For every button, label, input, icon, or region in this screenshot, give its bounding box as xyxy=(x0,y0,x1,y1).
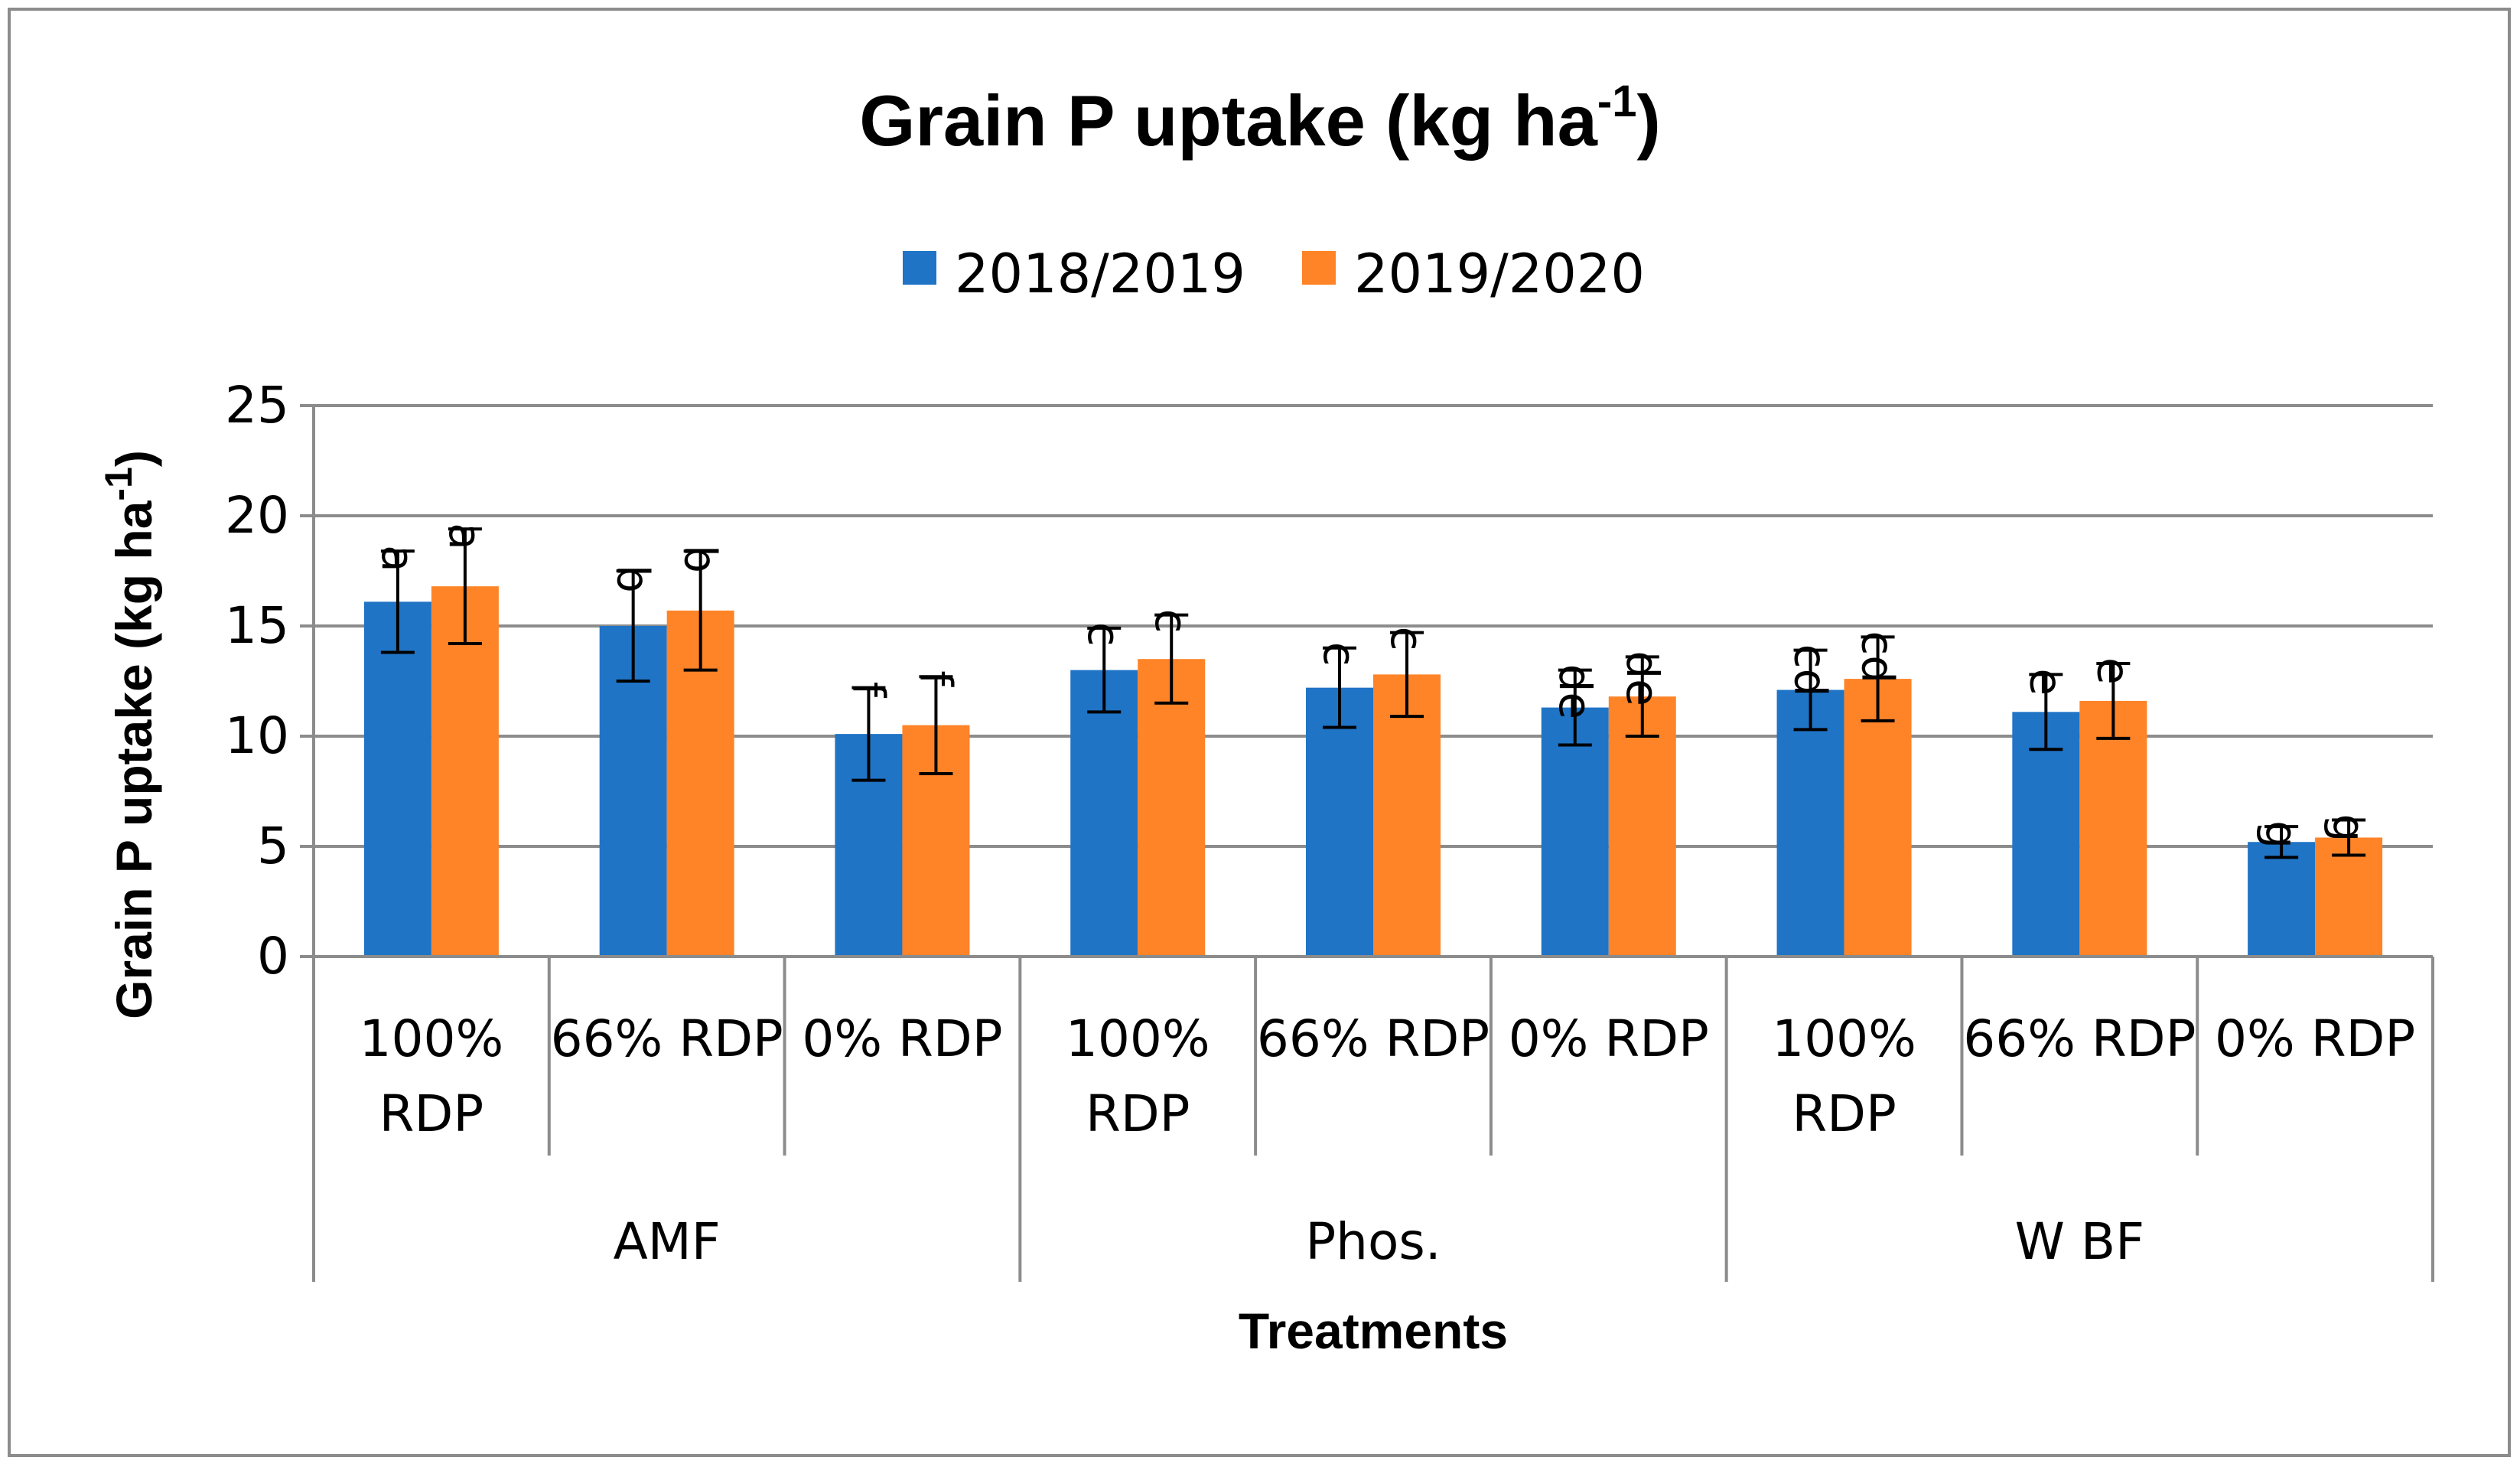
significance-label: b xyxy=(607,565,659,593)
bar-2018-2019-6 xyxy=(1776,689,1844,957)
error-bars xyxy=(380,527,2366,859)
significance-label: f xyxy=(910,670,962,687)
y-tick-label: 25 xyxy=(225,376,289,435)
bar-2018-2019-3 xyxy=(1070,670,1138,957)
legend: 2018/2019 2019/2020 xyxy=(903,243,1645,305)
x-axis: 100% RDP 66% RDP 0% RDP 100% RDP 66% RDP 0% RDP… xyxy=(312,955,2434,1282)
x-category-label: 100% RDP xyxy=(360,1009,504,1143)
significance-label: g xyxy=(2255,820,2307,849)
y-tick-label: 0 xyxy=(257,927,289,986)
bar-2019-2020-3 xyxy=(1138,659,1206,957)
bar-2018-2019-5 xyxy=(1541,707,1609,957)
y-tick-labels: 0 5 10 15 20 25 xyxy=(225,376,289,986)
significance-label: de xyxy=(1549,664,1601,720)
legend-label-2018-2019: 2018/2019 xyxy=(955,243,1245,305)
x-group-label: Phos. xyxy=(1305,1212,1441,1271)
significance-label: e xyxy=(2087,657,2139,685)
y-tick-label: 15 xyxy=(225,596,289,655)
x-category-label: 100% RDP xyxy=(1066,1009,1210,1143)
bar-2019-2020-8 xyxy=(2315,837,2383,957)
y-axis-title: Grain P uptake (kg ha-1) xyxy=(97,450,162,1019)
significance-label: b xyxy=(675,545,727,573)
bar-2018-2019-8 xyxy=(2248,842,2316,957)
bar-2018-2019-7 xyxy=(2012,712,2080,957)
x-category-label: 0% RDP xyxy=(2215,1009,2415,1068)
bar-2019-2020-6 xyxy=(1844,679,1912,957)
bar-2018-2019-0 xyxy=(363,601,431,957)
significance-label: de xyxy=(1617,650,1669,706)
significance-label: c xyxy=(1145,609,1197,634)
x-category-label-line: 100% xyxy=(360,1009,504,1068)
legend-swatch-2019-2020 xyxy=(1302,251,1336,285)
significance-label: c xyxy=(1078,622,1130,647)
x-axis-title: Treatments xyxy=(1239,1302,1508,1359)
x-category-label: 66% RDP xyxy=(1257,1009,1490,1068)
significance-label: f xyxy=(842,682,894,699)
significance-label: c xyxy=(1381,627,1433,651)
significance-label: cd xyxy=(1785,644,1837,697)
x-category-label-line: RDP xyxy=(1086,1084,1190,1143)
x-group-label: W BF xyxy=(2015,1212,2144,1271)
x-category-label: 66% RDP xyxy=(551,1009,783,1068)
significance-label: g xyxy=(2323,813,2375,842)
bar-2019-2020-4 xyxy=(1373,674,1441,957)
significance-label: e xyxy=(2020,668,2072,696)
x-category-label-line: 100% xyxy=(1066,1009,1210,1068)
x-category-label-line: 100% xyxy=(1772,1009,1916,1068)
x-category-label: 66% RDP xyxy=(1963,1009,2196,1068)
y-tick-label: 5 xyxy=(257,817,289,875)
bar-2019-2020-0 xyxy=(431,586,499,957)
x-group-label: AMF xyxy=(614,1212,721,1271)
legend-swatch-2018-2019 xyxy=(903,251,936,285)
chart-title: Grain P uptake (kg ha-1) xyxy=(859,77,1661,161)
x-category-label: 0% RDP xyxy=(1509,1009,1709,1068)
bar-2018-2019-4 xyxy=(1306,687,1373,957)
y-tick-label: 20 xyxy=(225,486,289,545)
bar-2019-2020-7 xyxy=(2079,700,2147,957)
bar-2019-2020-5 xyxy=(1608,696,1676,957)
bars xyxy=(363,586,2383,957)
significance-label: a xyxy=(439,523,491,550)
significance-label: cd xyxy=(1852,631,1904,683)
x-category-label-line: RDP xyxy=(379,1084,483,1143)
legend-label-2019-2020: 2019/2020 xyxy=(1354,243,1645,305)
x-category-label: 0% RDP xyxy=(802,1009,1002,1068)
x-category-label-line: RDP xyxy=(1792,1084,1896,1143)
significance-label: c xyxy=(1314,642,1366,667)
y-tick-label: 10 xyxy=(225,706,289,765)
x-category-label: 100% RDP xyxy=(1772,1009,1916,1143)
significance-label: a xyxy=(372,545,424,572)
